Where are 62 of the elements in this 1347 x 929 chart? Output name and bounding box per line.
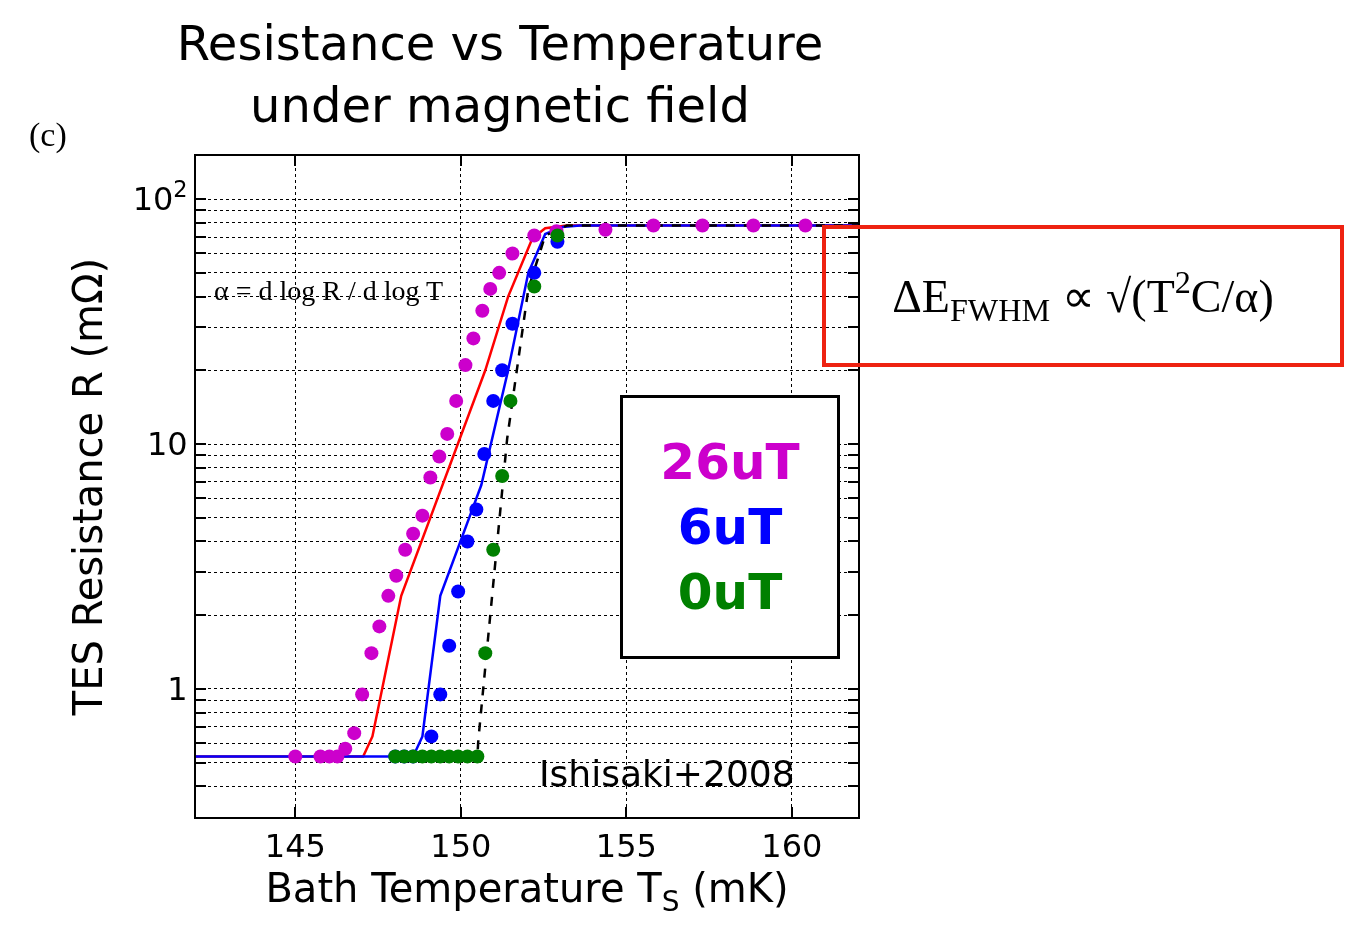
- point: [451, 584, 466, 599]
- point: [288, 749, 303, 764]
- point: [442, 638, 457, 653]
- point: [483, 281, 498, 296]
- point: [550, 228, 565, 243]
- text: ΔE$_{FWHM}$ ∝ √(T$^{2}$C/α): [892, 263, 1274, 329]
- point: [406, 526, 421, 541]
- x-axis-title: Bath Temperature T$_{S}$ (mK): [265, 865, 789, 918]
- annotation: Ishisaki+2008: [539, 753, 795, 794]
- point: [492, 265, 507, 280]
- point: [433, 687, 448, 702]
- x-tick-label: 150: [430, 827, 492, 866]
- point: [381, 588, 396, 603]
- point: [458, 358, 473, 373]
- point: [423, 470, 438, 485]
- point: [347, 726, 362, 741]
- y-tick-label: 1: [167, 670, 188, 709]
- point: [646, 218, 661, 233]
- point: [338, 741, 353, 756]
- point: [475, 303, 490, 318]
- point: [364, 646, 379, 661]
- point: [527, 228, 542, 243]
- point: [477, 447, 492, 462]
- point: [695, 218, 710, 233]
- point: [505, 246, 520, 261]
- text: 0uT: [677, 563, 783, 621]
- x-tick-label: 160: [761, 827, 823, 866]
- point: [470, 749, 485, 764]
- point: [432, 449, 447, 464]
- x-tick-label: 145: [264, 827, 326, 866]
- point: [460, 534, 475, 549]
- point: [372, 619, 387, 634]
- text: 26uT: [660, 433, 800, 491]
- point: [486, 393, 501, 408]
- point: [505, 316, 520, 331]
- text: (c): [29, 116, 67, 154]
- text: 6uT: [677, 498, 783, 556]
- point: [495, 363, 510, 378]
- point: [503, 393, 518, 408]
- point: [486, 542, 501, 557]
- point: [469, 502, 484, 517]
- y-tick-label: 10: [146, 425, 188, 464]
- point: [440, 426, 455, 441]
- chart-title: Resistance vs Temperature under magnetic field: [176, 15, 824, 134]
- annotation: α = d log R / d log T: [214, 275, 444, 306]
- y-tick-label: 10$^{2}$: [132, 175, 188, 219]
- point: [398, 542, 413, 557]
- point: [389, 568, 404, 583]
- point: [527, 265, 542, 280]
- point: [798, 218, 813, 233]
- point: [424, 729, 439, 744]
- point: [449, 393, 464, 408]
- point: [478, 646, 493, 661]
- x-tick-label: 155: [595, 827, 657, 866]
- point: [527, 279, 542, 294]
- point: [355, 687, 370, 702]
- point: [415, 508, 430, 523]
- point: [598, 222, 613, 237]
- point: [746, 218, 761, 233]
- point: [495, 469, 510, 484]
- y-axis-title: TES Resistance R (mΩ): [64, 257, 111, 717]
- point: [466, 331, 481, 346]
